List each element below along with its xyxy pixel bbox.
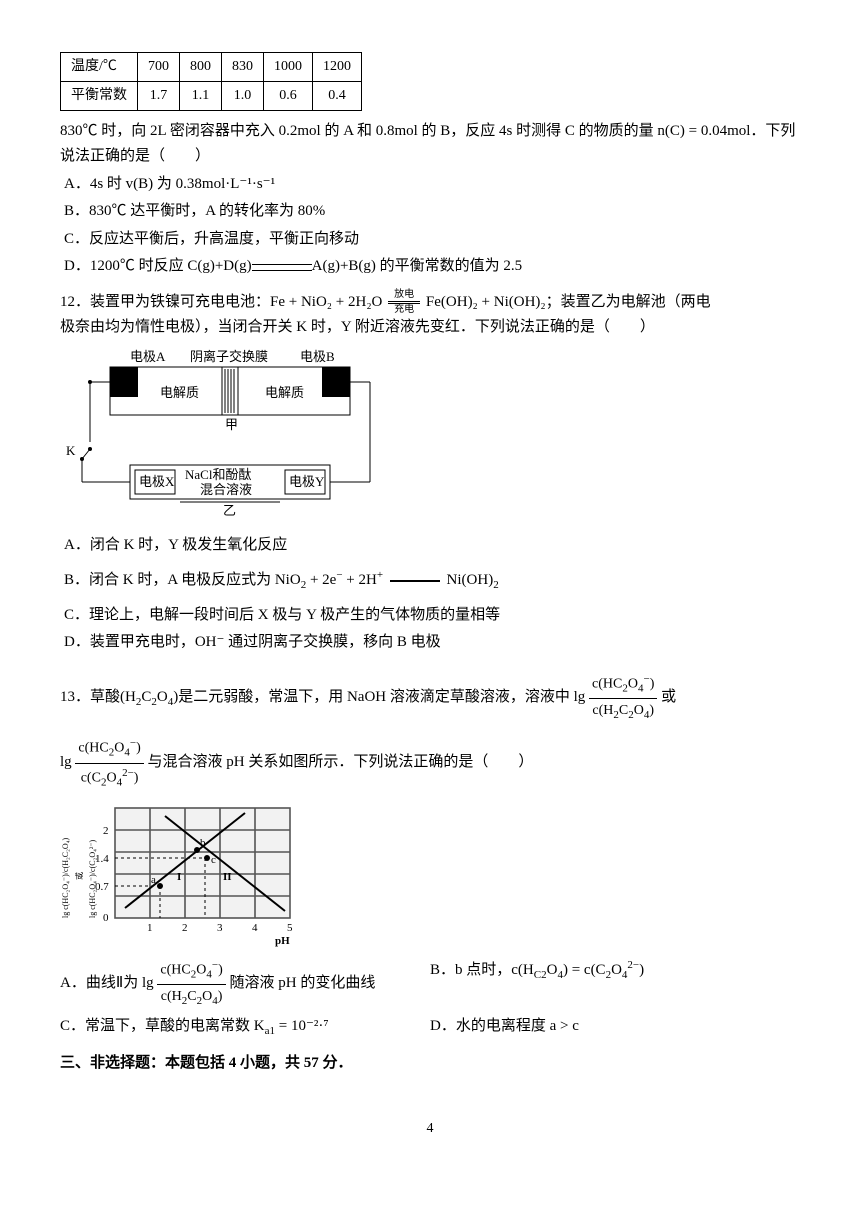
cell: 0.4 [313, 81, 362, 110]
q13-opt-b: B．b 点时，c(HC2O4) = c(C2O42−) [430, 956, 800, 1011]
q12-intro: 12．装置甲为铁镍可充电电池：Fe + NiO₂ + 2H₂O 放电充电 Fe(… [60, 290, 800, 316]
text: D．1200℃ 时反应 C(g)+D(g) [64, 258, 252, 274]
fraction: c(HC2O4−)c(C2O42−) [75, 734, 143, 791]
q12-diagram: 电极A 阴离子交换膜 电极B 电解质 电解质 甲 K 电极X 电极Y NaCl和… [60, 347, 380, 527]
q12-num: 12． [60, 294, 90, 310]
q12-opt-d: D．装置甲充电时，OH⁻ 通过阴离子交换膜，移向 B 电极 [64, 630, 800, 656]
fraction: c(HC2O4−)c(H2C2O4) [589, 670, 657, 725]
equilibrium-arrow-icon [252, 260, 312, 274]
q11-opt-c: C．反应达平衡后，升高温度，平衡正向移动 [64, 227, 800, 253]
cell: 1200 [313, 53, 362, 82]
q13-intro2: lg c(HC2O4−)c(C2O42−) 与混合溶液 pH 关系如图所示．下列… [60, 734, 800, 791]
text: A(g)+B(g) 的平衡常数的值为 2.5 [312, 258, 523, 274]
line-II: II [223, 871, 232, 883]
label-switch-k: K [66, 443, 76, 458]
text: Fe(OH)₂ + Ni(OH)₂；装置乙为电解池（两电 [426, 294, 711, 310]
cell: 1000 [264, 53, 313, 82]
label-solution: NaCl和酚酞 [185, 467, 251, 482]
ytick: 1.4 [95, 853, 109, 865]
xtick: 5 [287, 922, 293, 934]
label-solution: 混合溶液 [200, 482, 252, 497]
ytick: 2 [103, 825, 109, 837]
xtick: 3 [217, 922, 223, 934]
xtick: 4 [252, 922, 258, 934]
q12-opt-a: A．闭合 K 时，Y 极发生氧化反应 [64, 533, 800, 559]
cell: 700 [138, 53, 180, 82]
ylabel: lg c(HC₂O₄⁻)/c(C₂O₄²⁻) [88, 839, 97, 918]
pt-a: a [151, 874, 156, 886]
label-electrode-b: 电极B [300, 349, 335, 364]
xtick: 1 [147, 922, 153, 934]
q13-opt-c: C．常温下，草酸的电离常数 Ka1 = 10⁻²·⁷ [60, 1014, 430, 1041]
text: 与混合溶液 pH 关系如图所示．下列说法正确的是（ ） [148, 754, 534, 770]
text: 是二元弱酸，常温下，用 NaOH 溶液滴定草酸溶液，溶液中 lg [178, 689, 585, 705]
text: A．曲线Ⅱ为 lg [60, 974, 154, 990]
label-yi: 乙 [223, 503, 236, 518]
cell: 0.6 [264, 81, 313, 110]
ylabel: lg c(HC₂O₄⁻)/c(H₂C₂O₄) [61, 837, 70, 917]
text: 充电 [388, 303, 420, 315]
ytick: 0 [103, 912, 109, 924]
text: 装置甲为铁镍可充电电池：Fe + NiO₂ + 2H₂O [90, 294, 382, 310]
xtick: 2 [182, 922, 188, 934]
equals-line-icon [390, 580, 440, 582]
section-3-heading: 三、非选择题：本题包括 4 小题，共 57 分． [60, 1051, 800, 1077]
cell: 1.0 [222, 81, 264, 110]
formula: (H2C2O4) [120, 689, 178, 705]
text: 或 [661, 689, 676, 705]
reversible-arrow-icon: 放电充电 [386, 290, 422, 315]
label-electrode-y: 电极Y [289, 474, 325, 489]
cell: 800 [180, 53, 222, 82]
q12-intro2: 极奈由均为惰性电极），当闭合开关 K 时，Y 附近溶液先变红．下列说法正确的是（… [60, 315, 800, 341]
pt-c: c [211, 854, 216, 866]
text: 随溶液 pH 的变化曲线 [229, 974, 375, 990]
label-electrode-a: 电极A [130, 349, 166, 364]
text: B．b 点时， [430, 962, 511, 978]
pt-b: b [200, 837, 206, 849]
q13-num: 13． [60, 689, 90, 705]
ytick: 0.7 [95, 881, 109, 893]
q11-intro: 830℃ 时，向 2L 密闭容器中充入 0.2mol 的 A 和 0.8mol … [60, 119, 800, 170]
q11-opt-d: D．1200℃ 时反应 C(g)+D(g) A(g)+B(g) 的平衡常数的值为 … [64, 254, 800, 280]
q13-chart: a b c I II 2 1.4 0.7 0 1 2 3 4 5 pH lg c… [60, 798, 320, 948]
label-electrode-x: 电极X [139, 474, 175, 489]
cell: 温度/℃ [61, 53, 138, 82]
cell: 平衡常数 [61, 81, 138, 110]
ylabel: 或 [74, 872, 84, 880]
q11-table: 温度/℃ 700 800 830 1000 1200 平衡常数 1.7 1.1 … [60, 52, 362, 111]
xlabel: pH [275, 935, 290, 947]
text: = 10⁻²·⁷ [275, 1018, 329, 1034]
label-electrolyte: 电解质 [160, 385, 199, 400]
label-electrolyte: 电解质 [265, 385, 304, 400]
label-membrane: 阴离子交换膜 [190, 349, 268, 364]
q13-options: A．曲线Ⅱ为 lg c(HC2O4−)c(H2C2O4) 随溶液 pH 的变化曲… [60, 954, 800, 1043]
cell: 1.7 [138, 81, 180, 110]
cell: 830 [222, 53, 264, 82]
q11-opt-b: B．830℃ 达平衡时，A 的转化率为 80% [64, 199, 800, 225]
q12-opt-b: B．闭合 K 时，A 电极反应式为 NiO2 + 2e− + 2H+ Ni(OH… [64, 566, 800, 595]
fraction: c(HC2O4−)c(H2C2O4) [157, 956, 225, 1011]
text: 放电 [388, 290, 420, 302]
text: lg [60, 754, 72, 770]
text: 草酸 [90, 689, 120, 705]
q13-opt-a: A．曲线Ⅱ为 lg c(HC2O4−)c(H2C2O4) 随溶液 pH 的变化曲… [60, 956, 430, 1011]
q13-intro: 13．草酸(H2C2O4)是二元弱酸，常温下，用 NaOH 溶液滴定草酸溶液，溶… [60, 670, 800, 725]
line-I: I [177, 871, 181, 883]
q11-opt-a: A．4s 时 v(B) 为 0.38mol·L⁻¹·s⁻¹ [64, 172, 800, 198]
text: C．常温下，草酸的电离常数 K [60, 1018, 265, 1034]
q12-opt-c: C．理论上，电解一段时间后 X 极与 Y 极产生的气体物质的量相等 [64, 603, 800, 629]
label-jia: 甲 [225, 417, 238, 432]
q13-opt-d: D．水的电离程度 a > c [430, 1014, 800, 1041]
page-number: 4 [60, 1117, 800, 1141]
cell: 1.1 [180, 81, 222, 110]
